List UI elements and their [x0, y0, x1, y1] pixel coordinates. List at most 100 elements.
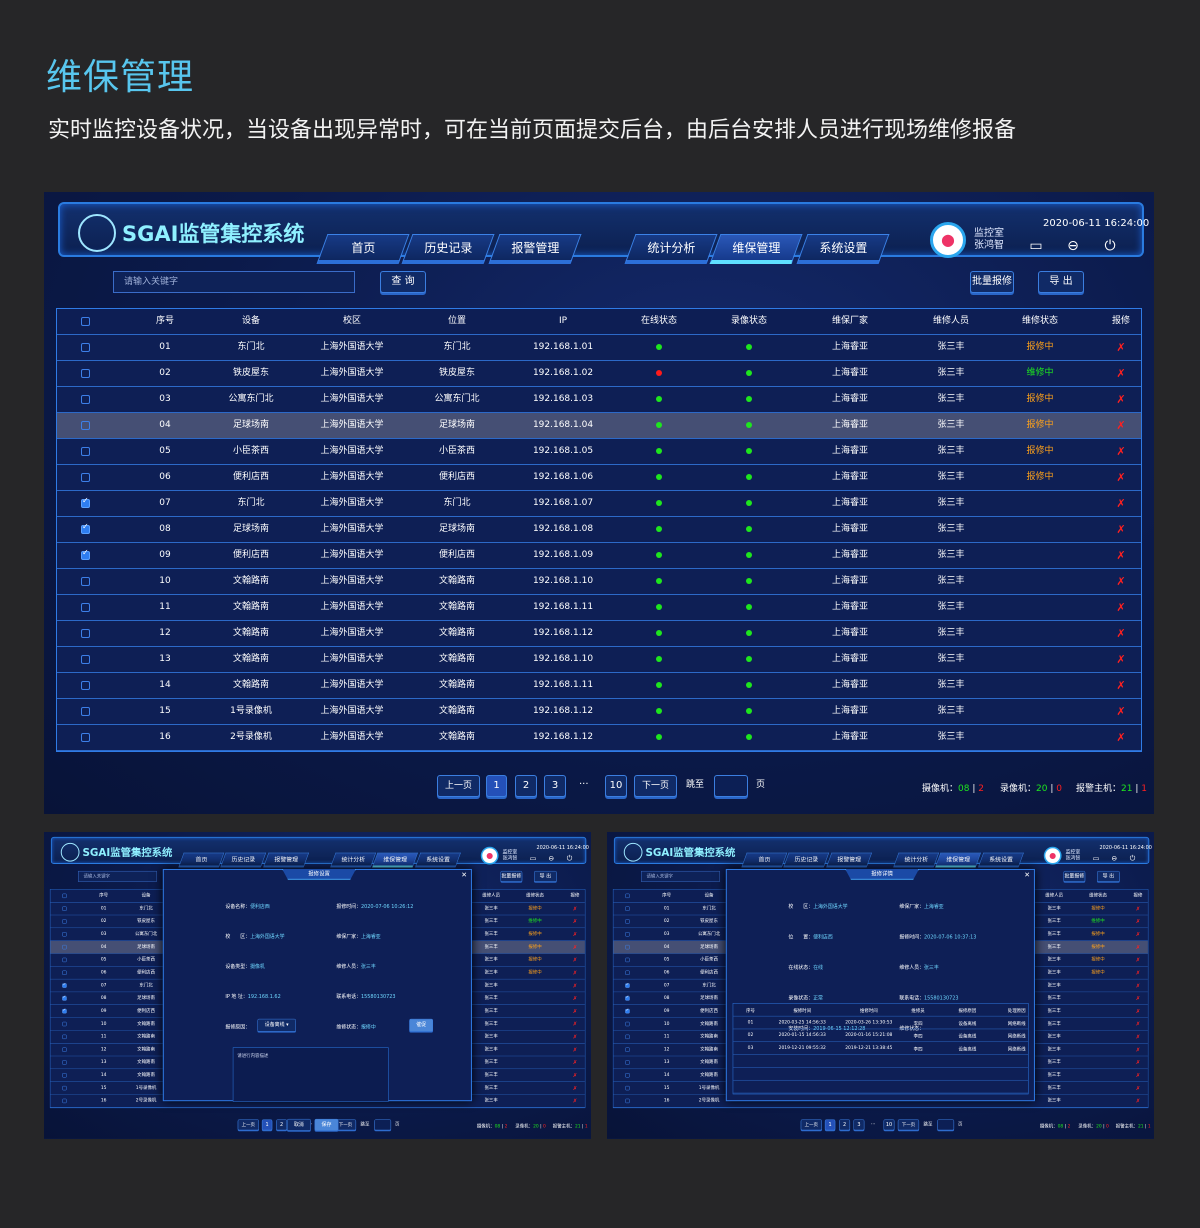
repair-wrench-icon[interactable]: ✗ [1116, 627, 1126, 640]
tab-settings[interactable]: 系统设置 [978, 852, 1024, 868]
tab-alarm[interactable]: 报警管理 [826, 852, 872, 868]
row-checkbox[interactable] [62, 1073, 67, 1078]
repair-wrench-icon[interactable]: ✗ [572, 995, 578, 1002]
repair-wrench-icon[interactable]: ✗ [1135, 995, 1141, 1002]
close-icon[interactable]: ✕ [461, 870, 467, 879]
repair-wrench-icon[interactable]: ✗ [1116, 497, 1126, 510]
tab-history[interactable]: 历史记录 [401, 234, 495, 264]
repair-wrench-icon[interactable]: ✗ [1116, 445, 1126, 458]
repair-wrench-icon[interactable]: ✗ [1116, 679, 1126, 692]
jump-page-input[interactable] [714, 775, 748, 797]
page-1-button[interactable]: 1 [824, 1119, 836, 1131]
row-checkbox[interactable] [62, 970, 67, 975]
tab-statistics[interactable]: 统计分析 [624, 234, 718, 264]
row-checkbox[interactable] [81, 681, 90, 690]
row-checkbox[interactable] [625, 906, 630, 911]
page-1-button[interactable]: 1 [261, 1119, 273, 1131]
row-checkbox[interactable] [625, 1085, 630, 1091]
row-checkbox[interactable] [625, 1073, 630, 1078]
row-checkbox[interactable] [62, 1085, 67, 1091]
row-checkbox[interactable] [625, 1060, 630, 1065]
urge-button[interactable]: 催促 [409, 1018, 433, 1032]
repair-wrench-icon[interactable]: ✗ [1135, 982, 1141, 989]
monitor-settings-icon[interactable]: ▭ [1092, 854, 1100, 863]
select-all-checkbox[interactable] [625, 893, 630, 899]
row-checkbox[interactable] [625, 1008, 630, 1014]
row-checkbox[interactable] [62, 919, 67, 924]
repair-wrench-icon[interactable]: ✗ [1116, 393, 1126, 406]
tab-home[interactable]: 首页 [316, 234, 410, 264]
row-checkbox[interactable] [81, 421, 90, 430]
row-checkbox[interactable] [62, 982, 67, 988]
tab-maintenance[interactable]: 维保管理 [709, 234, 803, 264]
row-checkbox[interactable] [62, 1060, 67, 1065]
minimize-icon[interactable]: ⊖ [1111, 854, 1118, 863]
avatar[interactable]: ● [480, 846, 499, 865]
repair-wrench-icon[interactable]: ✗ [1135, 931, 1141, 938]
repair-wrench-icon[interactable]: ✗ [1116, 419, 1126, 432]
row-checkbox[interactable] [625, 1047, 630, 1052]
row-checkbox[interactable] [62, 906, 67, 911]
table-row[interactable]: 12 文翰路南 上海外国语大学 文翰路南 192.168.1.12 上海睿亚 张三丰 ✗ [57, 621, 1141, 647]
row-checkbox[interactable] [625, 1034, 630, 1040]
tab-maintenance[interactable]: 维保管理 [372, 852, 418, 868]
tab-history[interactable]: 历史记录 [220, 852, 267, 868]
row-checkbox[interactable] [81, 707, 90, 716]
row-checkbox[interactable] [625, 982, 630, 988]
table-row[interactable]: 09 便利店西 上海外国语大学 便利店西 192.168.1.09 上海睿亚 张三丰 ✗ [57, 543, 1141, 569]
page-3-button[interactable]: 3 [853, 1119, 865, 1131]
page-2-button[interactable]: 2 [276, 1119, 288, 1131]
power-icon[interactable]: ⏻ [1104, 238, 1116, 254]
row-checkbox[interactable] [81, 522, 90, 534]
search-input[interactable]: 请输入关键字 [641, 870, 720, 882]
repair-wrench-icon[interactable]: ✗ [1135, 1020, 1141, 1028]
repair-wrench-icon[interactable]: ✗ [572, 1084, 578, 1092]
tab-history[interactable]: 历史记录 [783, 852, 830, 868]
tab-settings[interactable]: 系统设置 [796, 234, 890, 264]
row-checkbox[interactable] [81, 733, 90, 742]
row-checkbox[interactable] [625, 1021, 630, 1027]
row-checkbox[interactable] [81, 629, 90, 638]
repair-wrench-icon[interactable]: ✗ [572, 1033, 578, 1041]
repair-wrench-icon[interactable]: ✗ [572, 931, 578, 938]
avatar[interactable]: ● [1043, 846, 1062, 865]
repair-wrench-icon[interactable]: ✗ [572, 918, 578, 925]
tab-alarm[interactable]: 报警管理 [488, 234, 582, 264]
search-input[interactable]: 请输入关键字 [78, 870, 157, 882]
save-button[interactable]: 保存 [314, 1118, 339, 1131]
row-checkbox[interactable] [81, 343, 90, 352]
repair-wrench-icon[interactable]: ✗ [1135, 1084, 1141, 1092]
search-input[interactable]: 请输入关键字 [113, 271, 355, 293]
table-row[interactable]: 02 铁皮屋东 上海外国语大学 铁皮屋东 192.168.1.02 上海睿亚 张三丰 维修中 ✗ [57, 361, 1141, 387]
row-checkbox[interactable] [62, 1034, 67, 1040]
repair-wrench-icon[interactable]: ✗ [1116, 731, 1126, 744]
repair-wrench-icon[interactable]: ✗ [572, 943, 578, 951]
repair-wrench-icon[interactable]: ✗ [1116, 341, 1126, 354]
row-checkbox[interactable] [81, 496, 90, 508]
tab-settings[interactable]: 系统设置 [415, 852, 461, 868]
repair-wrench-icon[interactable]: ✗ [1116, 601, 1126, 614]
page-2-button[interactable]: 2 [515, 775, 537, 797]
batch-repair-button[interactable]: 批量报修 [500, 870, 523, 882]
batch-repair-button[interactable]: 批量报修 [970, 271, 1014, 293]
page-10-button[interactable]: 10 [605, 775, 627, 797]
table-row[interactable]: 01 东门北 上海外国语大学 东门北 192.168.1.01 上海睿亚 张三丰 报修中 ✗ [57, 335, 1141, 361]
repair-wrench-icon[interactable]: ✗ [1135, 1072, 1141, 1079]
repair-wrench-icon[interactable]: ✗ [572, 1008, 578, 1015]
repair-wrench-icon[interactable]: ✗ [1135, 1059, 1141, 1066]
jump-page-input[interactable] [937, 1119, 955, 1131]
tab-maintenance[interactable]: 维保管理 [935, 852, 981, 868]
row-checkbox[interactable] [625, 957, 630, 963]
repair-wrench-icon[interactable]: ✗ [1135, 1097, 1141, 1105]
minimize-icon[interactable]: ⊖ [1067, 238, 1079, 254]
row-checkbox[interactable] [625, 919, 630, 924]
row-checkbox[interactable] [62, 944, 67, 950]
row-checkbox[interactable] [81, 548, 90, 560]
repair-wrench-icon[interactable]: ✗ [572, 1020, 578, 1028]
row-checkbox[interactable] [81, 447, 90, 456]
select-all-checkbox[interactable] [81, 317, 90, 326]
table-row[interactable]: 16 2号录像机 上海外国语大学 文翰路南 192.168.1.12 上海睿亚 张三丰 ✗ [57, 725, 1141, 751]
tab-alarm[interactable]: 报警管理 [263, 852, 309, 868]
repair-wrench-icon[interactable]: ✗ [1116, 523, 1126, 536]
repair-wrench-icon[interactable]: ✗ [1135, 943, 1141, 951]
